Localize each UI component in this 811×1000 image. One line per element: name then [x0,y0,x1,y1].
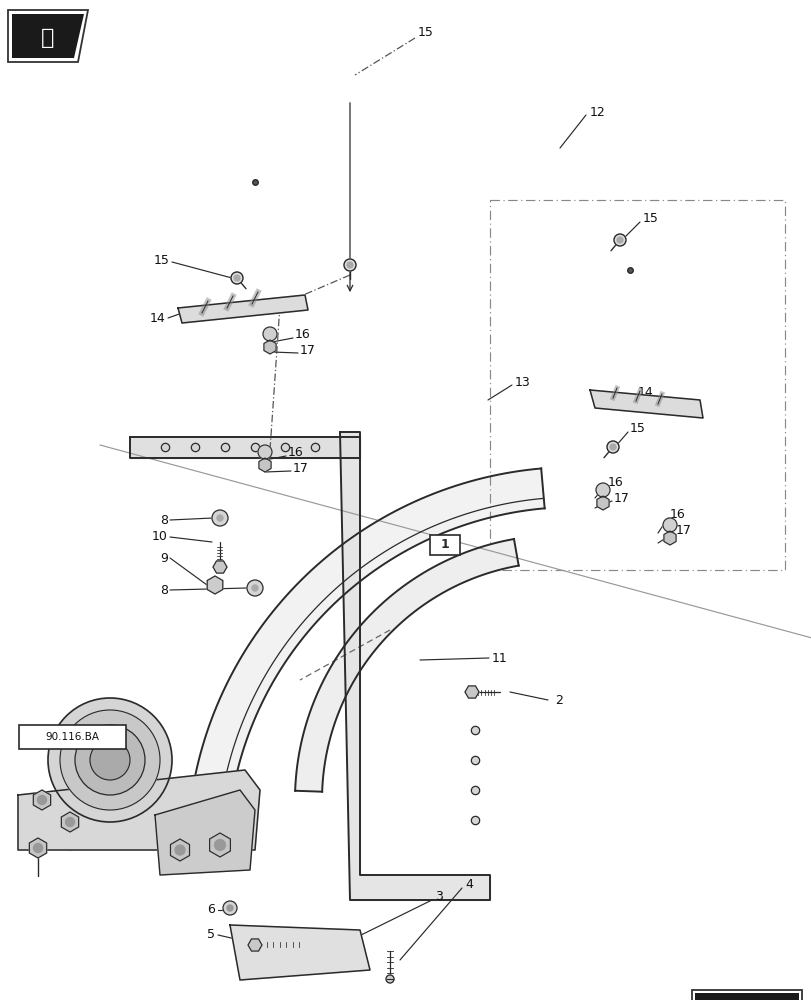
Text: 17: 17 [613,491,629,504]
Circle shape [214,840,225,850]
Polygon shape [130,437,359,458]
Polygon shape [18,770,260,850]
Polygon shape [178,295,307,323]
Circle shape [609,444,616,450]
Text: 4: 4 [465,878,472,892]
Text: 16: 16 [669,508,685,522]
Text: 8: 8 [160,514,168,526]
Text: 14: 14 [149,312,165,324]
Text: 16: 16 [607,476,623,488]
Circle shape [66,817,75,826]
Circle shape [227,905,233,911]
Circle shape [616,237,622,243]
Bar [694,993,798,1000]
Text: 11: 11 [491,652,507,664]
Circle shape [48,698,172,822]
Polygon shape [155,790,255,875]
Circle shape [247,580,263,596]
Circle shape [613,234,625,246]
Polygon shape [340,432,489,900]
Text: 13: 13 [514,375,530,388]
Text: 15: 15 [418,26,433,39]
Text: 3: 3 [435,890,442,904]
Text: 6: 6 [207,903,215,916]
Polygon shape [590,390,702,418]
Circle shape [212,510,228,526]
Circle shape [607,441,618,453]
Polygon shape [294,539,518,792]
Circle shape [251,585,258,591]
Circle shape [33,843,42,852]
Circle shape [75,725,145,795]
Polygon shape [699,936,754,985]
Text: 15: 15 [629,422,645,434]
Circle shape [90,740,130,780]
Circle shape [217,515,223,521]
Text: ✋: ✋ [41,28,54,48]
Text: 16: 16 [288,446,303,460]
Text: 7: 7 [132,741,139,754]
Circle shape [258,445,272,459]
Text: 12: 12 [590,106,605,119]
Text: 17: 17 [293,462,308,475]
Text: 17: 17 [676,524,691,536]
Text: 1: 1 [440,538,448,552]
Bar [430,535,460,555]
Circle shape [344,259,355,271]
Text: 15: 15 [154,253,169,266]
Bar [691,990,801,1000]
Text: 9: 9 [160,552,168,564]
Text: 15: 15 [642,212,658,225]
Circle shape [385,975,393,983]
Text: 8: 8 [160,584,168,596]
Text: 16: 16 [294,328,311,342]
Text: 90.116.BA: 90.116.BA [45,732,99,742]
Polygon shape [230,925,370,980]
Text: 10: 10 [152,530,168,544]
Circle shape [175,845,185,855]
Text: 5: 5 [207,928,215,941]
Text: 14: 14 [637,386,653,399]
FancyBboxPatch shape [19,725,126,749]
Circle shape [60,710,160,810]
Polygon shape [12,14,84,58]
Circle shape [263,327,277,341]
Text: 17: 17 [299,344,315,357]
Circle shape [230,272,242,284]
Polygon shape [187,468,544,855]
Circle shape [595,483,609,497]
Polygon shape [8,10,88,62]
Circle shape [346,262,353,268]
Text: 2: 2 [554,694,562,706]
Circle shape [223,901,237,915]
Circle shape [234,275,240,281]
Circle shape [37,795,46,804]
Circle shape [663,518,676,532]
